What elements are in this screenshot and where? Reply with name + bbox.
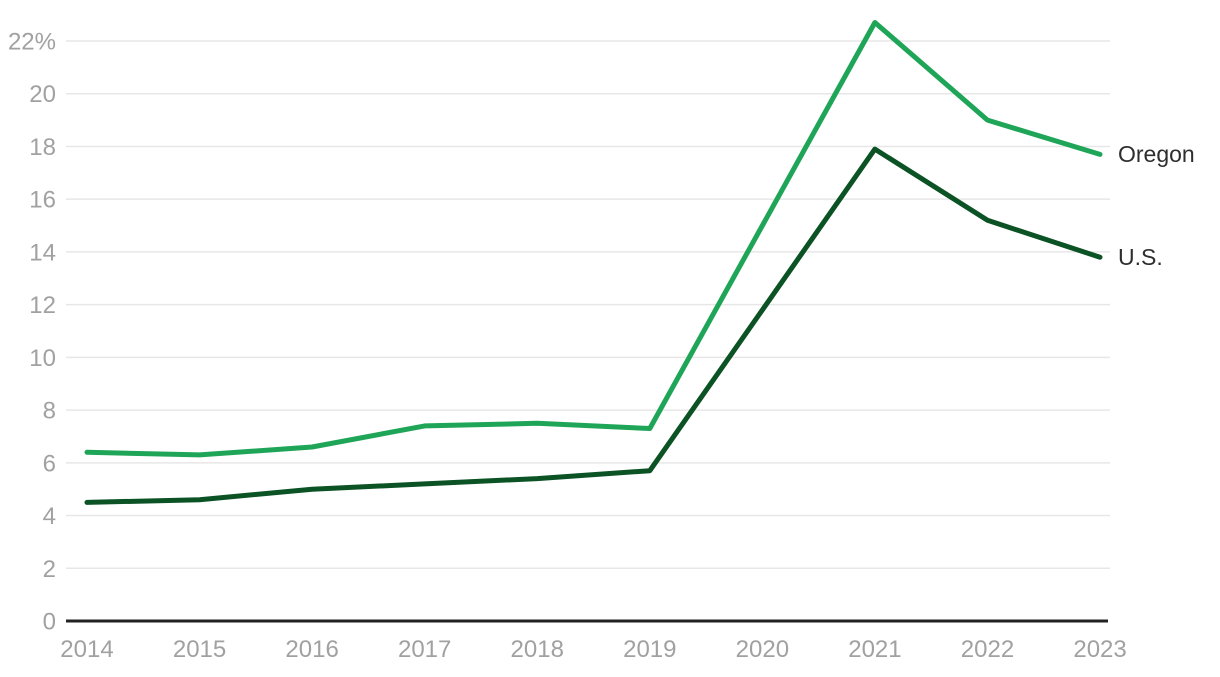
y-tick-label: 2 — [43, 556, 56, 583]
x-tick-label: 2023 — [1073, 636, 1126, 663]
x-tick-label: 2015 — [173, 636, 226, 663]
x-tick-label: 2018 — [511, 636, 564, 663]
x-tick-label: 2016 — [285, 636, 338, 663]
y-tick-label: 22% — [8, 28, 56, 55]
y-tick-label: 10 — [29, 345, 56, 372]
x-tick-label: 2019 — [623, 636, 676, 663]
y-tick-label: 16 — [29, 187, 56, 214]
x-tick-label: 2022 — [961, 636, 1014, 663]
series-label-oregon: Oregon — [1118, 141, 1195, 168]
x-tick-label: 2021 — [848, 636, 901, 663]
x-tick-label: 2017 — [398, 636, 451, 663]
y-tick-label: 12 — [29, 292, 56, 319]
series-label-us: U.S. — [1118, 244, 1163, 271]
y-tick-label: 4 — [43, 503, 56, 530]
y-tick-label: 20 — [29, 81, 56, 108]
series-line-oregon — [84, 20, 1103, 458]
y-tick-label: 18 — [29, 134, 56, 161]
series-line-us — [84, 146, 1103, 505]
y-tick-label: 14 — [29, 239, 56, 266]
y-tick-label: 6 — [43, 450, 56, 477]
x-tick-label: 2020 — [736, 636, 789, 663]
x-tick-label: 2014 — [60, 636, 113, 663]
y-tick-label: 8 — [43, 398, 56, 425]
y-tick-label: 0 — [43, 609, 56, 636]
